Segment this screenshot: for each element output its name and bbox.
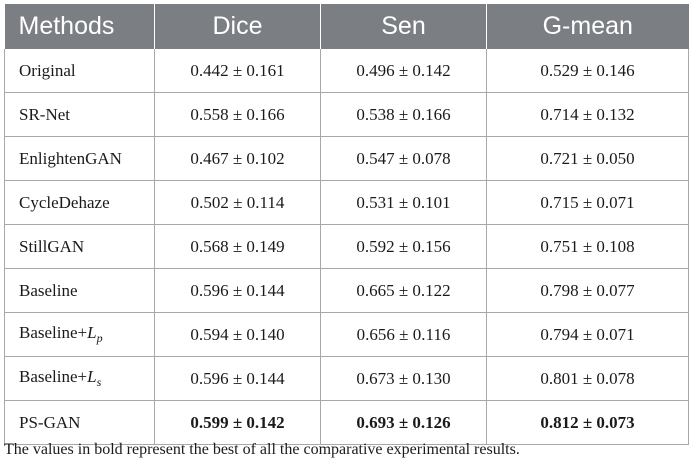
- table-footnote: The values in bold represent the best of…: [4, 441, 520, 458]
- sen-cell-best: 0.693 ± 0.126: [320, 400, 487, 445]
- method-cell: Baseline: [4, 268, 155, 313]
- method-cell: Baseline+Lp: [4, 312, 155, 357]
- sen-cell: 0.592 ± 0.156: [320, 224, 487, 269]
- dice-cell: 0.568 ± 0.149: [154, 224, 321, 269]
- results-table-container: Methods Dice Sen G-mean Original 0.442 ±…: [4, 4, 689, 445]
- dice-cell: 0.558 ± 0.166: [154, 92, 321, 137]
- sen-cell: 0.538 ± 0.166: [320, 92, 487, 137]
- loss-symbol: L: [87, 323, 97, 342]
- sen-cell: 0.665 ± 0.122: [320, 268, 487, 313]
- sen-cell: 0.496 ± 0.142: [320, 49, 487, 93]
- method-prefix: Baseline+: [19, 367, 88, 386]
- table-row: SR-Net 0.558 ± 0.166 0.538 ± 0.166 0.714…: [4, 92, 689, 137]
- loss-subscript: p: [96, 331, 103, 345]
- sen-cell: 0.547 ± 0.078: [320, 136, 487, 181]
- method-cell: CycleDehaze: [4, 180, 155, 225]
- method-cell: EnlightenGAN: [4, 136, 155, 181]
- sen-cell: 0.673 ± 0.130: [320, 356, 487, 401]
- method-prefix: Baseline+: [19, 323, 88, 342]
- gmean-cell-best: 0.812 ± 0.073: [486, 400, 689, 445]
- header-sen: Sen: [320, 4, 487, 49]
- method-cell: SR-Net: [4, 92, 155, 137]
- gmean-cell: 0.794 ± 0.071: [486, 312, 689, 357]
- method-cell: StillGAN: [4, 224, 155, 269]
- header-dice: Dice: [154, 4, 321, 49]
- table-row: PS-GAN 0.599 ± 0.142 0.693 ± 0.126 0.812…: [4, 400, 689, 445]
- gmean-cell: 0.529 ± 0.146: [486, 49, 689, 93]
- table-row: Baseline+Lp 0.594 ± 0.140 0.656 ± 0.116 …: [4, 312, 689, 357]
- table-row: CycleDehaze 0.502 ± 0.114 0.531 ± 0.101 …: [4, 180, 689, 225]
- gmean-cell: 0.715 ± 0.071: [486, 180, 689, 225]
- gmean-cell: 0.801 ± 0.078: [486, 356, 689, 401]
- gmean-cell: 0.751 ± 0.108: [486, 224, 689, 269]
- method-cell: Original: [4, 49, 155, 93]
- table-row: EnlightenGAN 0.467 ± 0.102 0.547 ± 0.078…: [4, 136, 689, 181]
- table-header-row: Methods Dice Sen G-mean: [4, 4, 689, 49]
- gmean-cell: 0.721 ± 0.050: [486, 136, 689, 181]
- dice-cell: 0.596 ± 0.144: [154, 268, 321, 313]
- dice-cell: 0.502 ± 0.114: [154, 180, 321, 225]
- sen-cell: 0.531 ± 0.101: [320, 180, 487, 225]
- table-row: Baseline+Ls 0.596 ± 0.144 0.673 ± 0.130 …: [4, 356, 689, 401]
- loss-subscript: s: [96, 375, 102, 389]
- results-table: Methods Dice Sen G-mean Original 0.442 ±…: [4, 4, 689, 445]
- method-cell: PS-GAN: [4, 400, 155, 445]
- dice-cell-best: 0.599 ± 0.142: [154, 400, 321, 445]
- sen-cell: 0.656 ± 0.116: [320, 312, 487, 357]
- dice-cell: 0.442 ± 0.161: [154, 49, 321, 93]
- table-row: StillGAN 0.568 ± 0.149 0.592 ± 0.156 0.7…: [4, 224, 689, 269]
- table-row: Baseline 0.596 ± 0.144 0.665 ± 0.122 0.7…: [4, 268, 689, 313]
- gmean-cell: 0.714 ± 0.132: [486, 92, 689, 137]
- header-gmean: G-mean: [486, 4, 689, 49]
- dice-cell: 0.467 ± 0.102: [154, 136, 321, 181]
- loss-symbol: L: [87, 367, 97, 386]
- gmean-cell: 0.798 ± 0.077: [486, 268, 689, 313]
- method-cell: Baseline+Ls: [4, 356, 155, 401]
- dice-cell: 0.594 ± 0.140: [154, 312, 321, 357]
- header-methods: Methods: [4, 4, 155, 49]
- table-row: Original 0.442 ± 0.161 0.496 ± 0.142 0.5…: [4, 49, 689, 93]
- dice-cell: 0.596 ± 0.144: [154, 356, 321, 401]
